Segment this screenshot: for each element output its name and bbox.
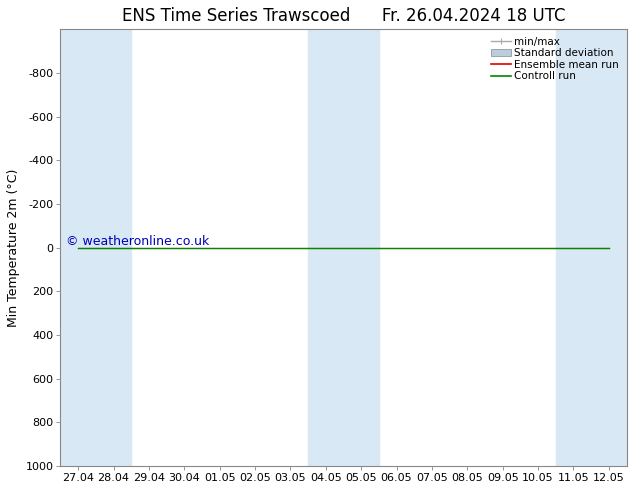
Legend: min/max, Standard deviation, Ensemble mean run, Controll run: min/max, Standard deviation, Ensemble me… [488,34,621,83]
Y-axis label: Min Temperature 2m (°C): Min Temperature 2m (°C) [7,169,20,327]
Title: ENS Time Series Trawscoed      Fr. 26.04.2024 18 UTC: ENS Time Series Trawscoed Fr. 26.04.2024… [122,7,566,25]
Bar [60,29,131,466]
Bar [556,29,626,466]
Text: © weatheronline.co.uk: © weatheronline.co.uk [66,235,209,247]
Bar [308,29,379,466]
